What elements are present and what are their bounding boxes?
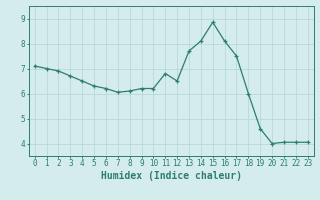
X-axis label: Humidex (Indice chaleur): Humidex (Indice chaleur) [101, 171, 242, 181]
